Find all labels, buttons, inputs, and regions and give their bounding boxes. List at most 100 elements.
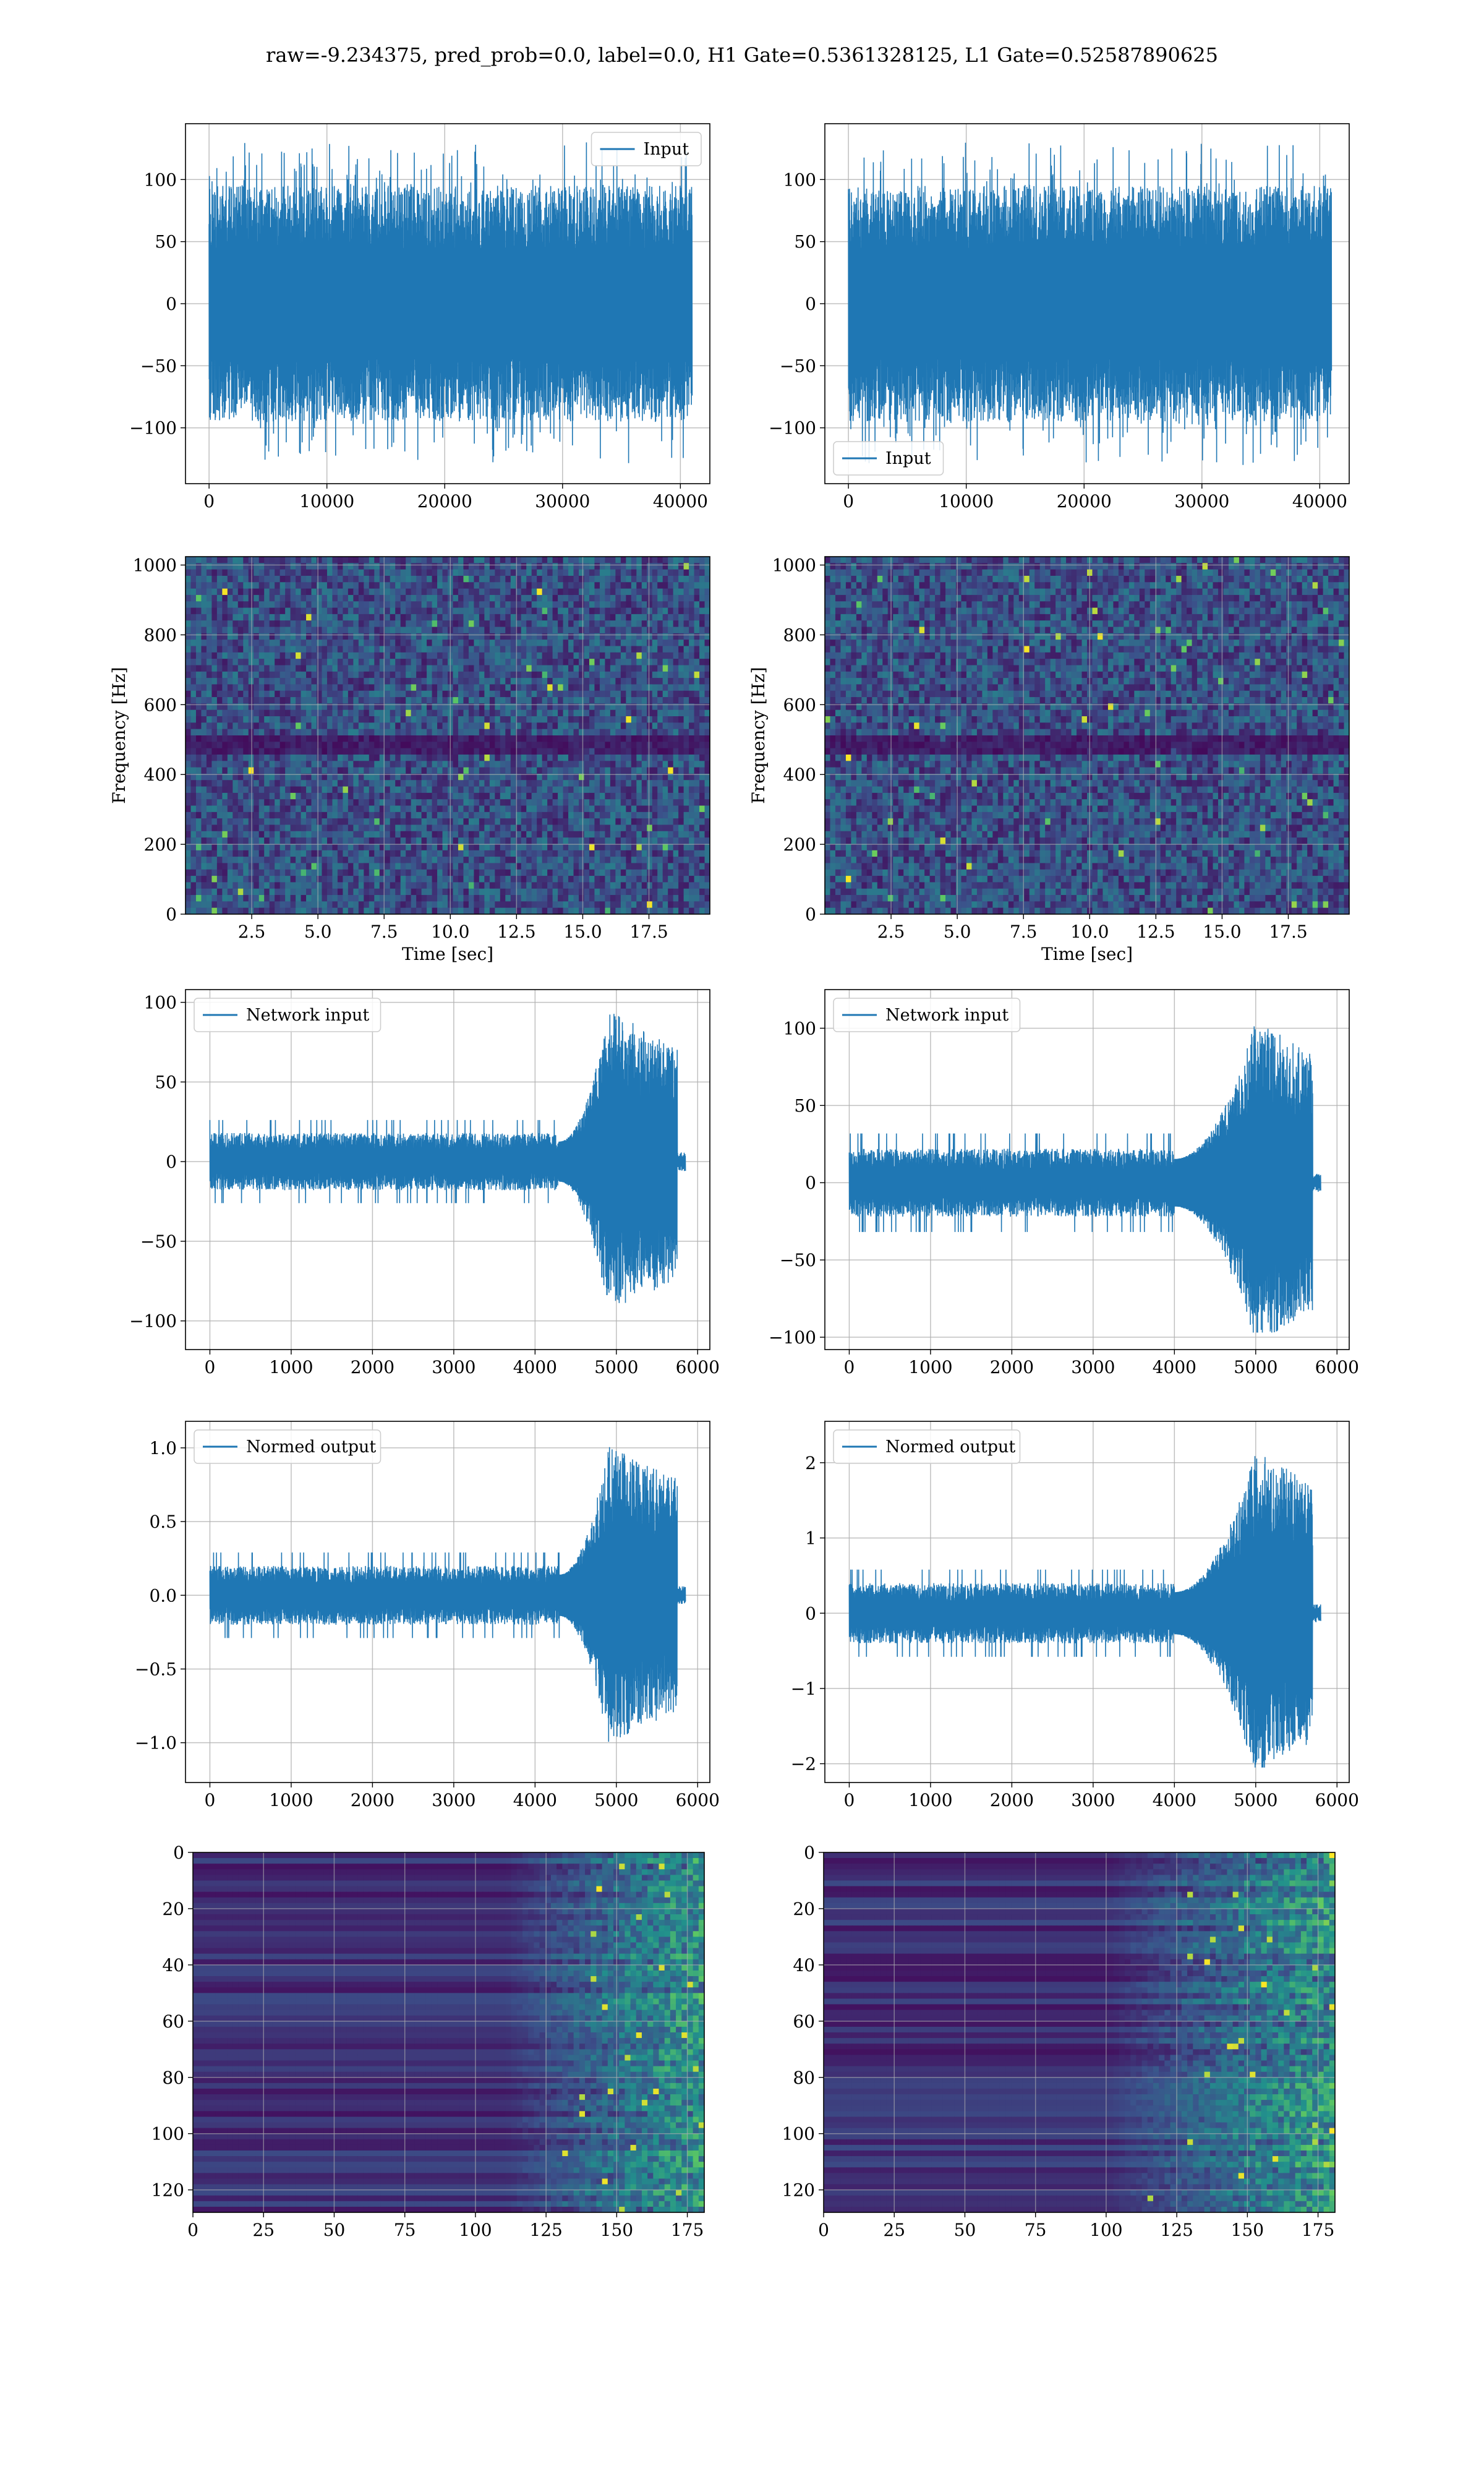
heatmap-cell — [521, 786, 527, 794]
plot-area — [186, 124, 710, 484]
heatmap-cell — [243, 703, 249, 711]
heatmap-cell — [369, 863, 375, 870]
heatmap-cell — [704, 614, 710, 621]
heatmap-cell — [379, 831, 385, 838]
heatmap-cell — [610, 607, 616, 615]
heatmap-cell — [610, 652, 616, 659]
heatmap-cell — [568, 575, 574, 583]
heatmap-cell — [364, 678, 370, 685]
heatmap-cell — [326, 614, 333, 621]
heatmap-cell — [620, 659, 626, 666]
heatmap-cell — [573, 844, 579, 851]
heatmap-cell — [190, 761, 197, 768]
heatmap-cell — [662, 646, 668, 653]
heatmap-cell — [484, 588, 490, 596]
heatmap-cell — [484, 811, 490, 819]
heatmap-cell — [206, 844, 212, 851]
heatmap-cell — [610, 811, 616, 819]
heatmap-cell — [500, 857, 506, 864]
heatmap-cell — [348, 748, 354, 755]
heatmap-cell — [657, 633, 663, 640]
heatmap-cell — [195, 582, 202, 589]
heatmap-cell — [521, 575, 527, 583]
heatmap-cell — [421, 601, 427, 609]
heatmap-cell — [479, 824, 485, 832]
heatmap-cell — [521, 844, 527, 851]
heatmap-cell — [322, 646, 328, 653]
heatmap-cell — [275, 824, 281, 832]
heatmap-cell — [195, 773, 202, 781]
heatmap-cell — [463, 582, 469, 589]
heatmap-cell — [379, 690, 385, 698]
heatmap-cell — [552, 665, 558, 672]
heatmap-cell — [254, 824, 260, 832]
heatmap-cell — [427, 690, 433, 698]
heatmap-cell — [636, 690, 642, 698]
heatmap-cell — [531, 575, 537, 583]
heatmap-cell — [406, 563, 412, 570]
heatmap-cell — [395, 754, 401, 761]
heatmap-cell — [547, 557, 553, 563]
heatmap-cell — [343, 633, 349, 640]
heatmap-cell — [479, 831, 485, 838]
heatmap-cell — [385, 818, 391, 826]
heatmap-cell — [374, 703, 380, 711]
heatmap-cell — [678, 780, 684, 787]
heatmap-cell — [385, 773, 391, 781]
heatmap-cell — [201, 837, 207, 845]
heatmap-cell — [406, 857, 412, 864]
heatmap-cell — [211, 607, 218, 615]
heatmap-cell — [552, 594, 558, 602]
heatmap-cell — [395, 690, 401, 698]
heatmap-cell — [641, 792, 647, 800]
heatmap-cell — [584, 684, 590, 691]
heatmap-cell — [510, 569, 516, 576]
heatmap-cell — [626, 633, 632, 640]
heatmap-cell — [479, 805, 485, 813]
heatmap-cell — [254, 780, 260, 787]
heatmap-cell — [594, 640, 600, 647]
heatmap-cell — [195, 786, 202, 794]
heatmap-cell — [243, 754, 249, 761]
heatmap-cell — [348, 703, 354, 711]
heatmap-cell — [232, 690, 239, 698]
heatmap-cell — [427, 627, 433, 634]
heatmap-cell — [390, 614, 396, 621]
heatmap-cell — [437, 563, 443, 570]
heatmap-cell — [468, 633, 474, 640]
heatmap-cell — [421, 754, 427, 761]
heatmap-cell — [390, 620, 396, 628]
y-tick-label: −50 — [780, 356, 816, 376]
heatmap-cell — [190, 773, 197, 781]
heatmap-cell — [579, 799, 585, 807]
heatmap-cell — [374, 652, 380, 659]
heatmap-cell — [584, 818, 590, 826]
heatmap-cell — [306, 607, 312, 615]
heatmap-cell — [479, 646, 485, 653]
heatmap-cell — [222, 811, 228, 819]
heatmap-cell — [353, 716, 359, 723]
heatmap-cell — [516, 557, 522, 563]
heatmap-cell — [662, 761, 668, 768]
heatmap-cell — [337, 665, 343, 672]
heatmap-cell — [385, 729, 391, 736]
heatmap-cell — [620, 575, 626, 583]
heatmap-cell — [678, 575, 684, 583]
heatmap-cell — [427, 844, 433, 851]
heatmap-cell — [285, 748, 291, 755]
heatmap-cell — [296, 792, 302, 800]
heatmap-cell — [406, 697, 412, 704]
heatmap-cell — [432, 627, 438, 634]
heatmap-cell — [369, 805, 375, 813]
heatmap-cell — [411, 563, 417, 570]
heatmap-cell — [683, 773, 689, 781]
heatmap-cell — [390, 557, 396, 563]
heatmap-cell — [673, 575, 679, 583]
heatmap-cell — [495, 773, 501, 781]
heatmap-cell — [605, 811, 611, 819]
heatmap-cell — [385, 569, 391, 576]
heatmap-cell — [390, 722, 396, 730]
heatmap-cell — [390, 792, 396, 800]
heatmap-cell — [258, 805, 265, 813]
heatmap-cell — [421, 792, 427, 800]
